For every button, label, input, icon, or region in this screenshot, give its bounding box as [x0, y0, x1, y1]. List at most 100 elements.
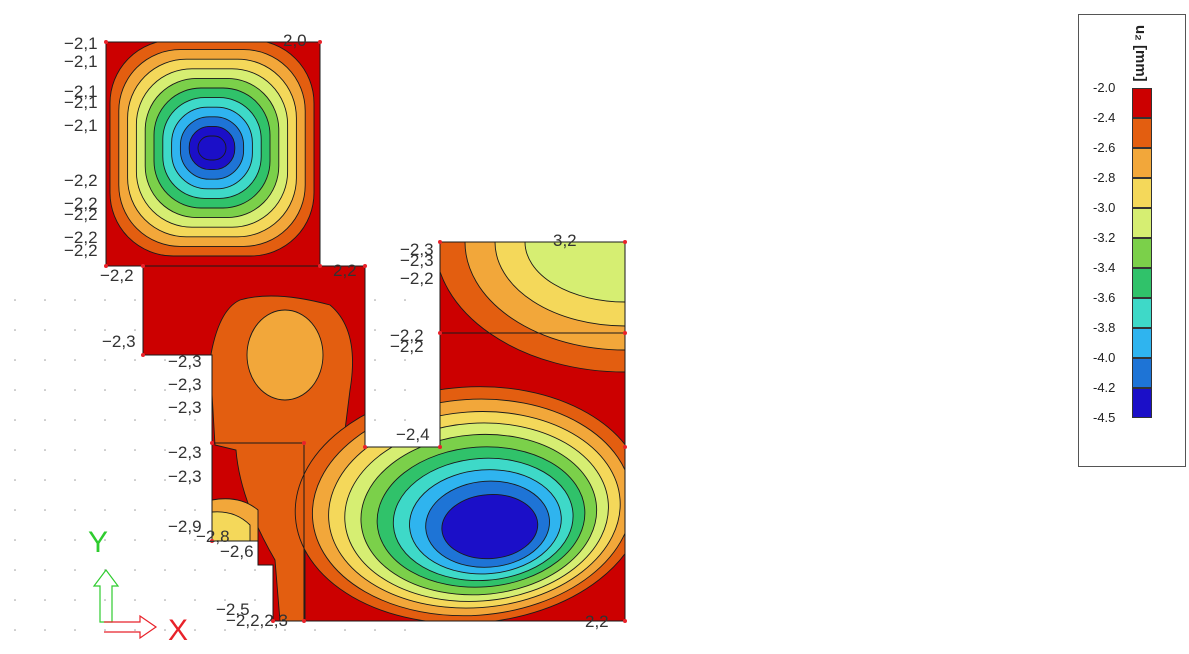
legend-swatch	[1132, 148, 1152, 178]
legend-swatch	[1132, 298, 1152, 328]
grid-dot	[104, 419, 106, 421]
grid-dot	[104, 389, 106, 391]
grid-dot	[224, 569, 226, 571]
grid-dot	[74, 539, 76, 541]
grid-dot	[134, 569, 136, 571]
grid-dot	[44, 509, 46, 511]
legend-tick-label: -3.6	[1093, 290, 1116, 305]
x-axis-label: X	[168, 614, 188, 647]
contour-label: −2,2	[390, 326, 424, 345]
contour-label: −2,2	[400, 269, 434, 288]
node-marker	[318, 264, 322, 268]
node-marker	[210, 539, 214, 543]
grid-dot	[14, 569, 16, 571]
grid-dot	[134, 449, 136, 451]
node-marker	[141, 353, 145, 357]
contour-label: −2,9	[168, 517, 202, 536]
grid-dot	[14, 479, 16, 481]
contour-label: −2,5	[216, 600, 250, 619]
grid-dot	[374, 629, 376, 631]
grid-dot	[404, 329, 406, 331]
node-marker	[104, 264, 108, 268]
grid-dot	[104, 359, 106, 361]
plate-top-left[interactable]	[106, 40, 320, 266]
grid-dot	[404, 629, 406, 631]
grid-dot	[164, 599, 166, 601]
plate-main[interactable]	[140, 112, 815, 635]
node-marker	[623, 445, 627, 449]
legend-tick-label: -2.4	[1093, 110, 1116, 125]
contour-value-labels: −2,1 −2,1 −2,1 −2,1 −2,1 2,0 −2,2 −2,2 −…	[64, 31, 609, 631]
contour-band	[246, 309, 324, 401]
grid-dot	[104, 329, 106, 331]
grid-dot	[14, 299, 16, 301]
grid-dot	[104, 599, 106, 601]
grid-dot	[164, 479, 166, 481]
color-legend: u₂ [mm] -2.0 -2.4 -2.6 -2.8 -3.0 -3.2 -3.4 -3.6…	[1078, 14, 1186, 467]
grid-dot	[134, 359, 136, 361]
grid-dot	[104, 299, 106, 301]
contour-label: 3,2	[553, 231, 577, 250]
grid-dot	[74, 449, 76, 451]
legend-swatch	[1132, 238, 1152, 268]
grid-dot	[134, 509, 136, 511]
grid-dot	[164, 389, 166, 391]
grid-dot	[104, 539, 106, 541]
node-marker	[623, 619, 627, 623]
node-marker	[623, 331, 627, 335]
node-marker	[438, 240, 442, 244]
node-marker	[623, 240, 627, 244]
grid-dot	[194, 449, 196, 451]
grid-dot	[44, 299, 46, 301]
grid-dot	[374, 329, 376, 331]
legend-tick-label: -2.8	[1093, 170, 1116, 185]
contour-band	[524, 242, 625, 303]
contour-label: −2,3	[168, 375, 202, 394]
contour-label: −2,2	[64, 228, 98, 247]
grid-dot	[44, 389, 46, 391]
node-marker	[363, 445, 367, 449]
legend-swatch	[1132, 178, 1152, 208]
grid-dot	[194, 629, 196, 631]
grid-dot	[134, 299, 136, 301]
legend-unit-label: u₂ [mm]	[1132, 25, 1149, 82]
legend-swatch	[1132, 358, 1152, 388]
grid-dot	[134, 329, 136, 331]
grid-dot	[14, 359, 16, 361]
grid-dot	[44, 359, 46, 361]
grid-dot	[74, 389, 76, 391]
grid-dot	[224, 599, 226, 601]
grid-dot	[254, 629, 256, 631]
contour-label: −2,2	[64, 205, 98, 224]
grid-dot	[14, 539, 16, 541]
grid-dot	[404, 299, 406, 301]
grid-dot	[194, 569, 196, 571]
contour-label: −2,2	[64, 194, 98, 213]
grid-dot	[74, 569, 76, 571]
contour-label: −2,1	[64, 34, 98, 53]
grid-dot	[134, 389, 136, 391]
grid-dot	[14, 329, 16, 331]
grid-dot	[14, 389, 16, 391]
contour-band	[441, 494, 539, 560]
legend-tick-label: -3.0	[1093, 200, 1116, 215]
node-marker	[438, 331, 442, 335]
contour-label: −2,2	[64, 241, 98, 260]
grid-dot	[134, 599, 136, 601]
legend-swatch	[1132, 118, 1152, 148]
grid-dot	[74, 479, 76, 481]
legend-swatch	[1132, 268, 1152, 298]
legend-swatch	[1132, 388, 1152, 418]
grid-dot	[104, 449, 106, 451]
contour-label: 2,0	[283, 31, 307, 50]
grid-dot	[74, 359, 76, 361]
grid-dot	[134, 419, 136, 421]
grid-dot	[104, 479, 106, 481]
grid-dot	[254, 599, 256, 601]
contour-label: −2,6	[220, 542, 254, 561]
contour-label: −2,1	[64, 82, 98, 101]
axis-triad: Y X	[88, 526, 188, 647]
grid-dot	[164, 419, 166, 421]
grid-dot	[164, 629, 166, 631]
